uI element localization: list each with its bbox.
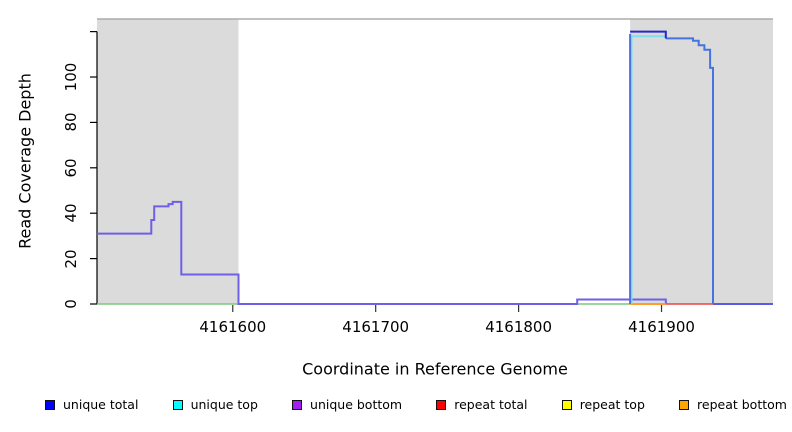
- legend-item: repeat bottom: [679, 397, 787, 412]
- x-tick-label: 4161900: [628, 318, 695, 336]
- legend-label: unique bottom: [310, 397, 403, 412]
- y-tick-label: 100: [62, 62, 80, 92]
- y-tick-label: 40: [62, 203, 80, 223]
- y-tick-label: 20: [62, 249, 80, 269]
- legend-swatch-icon: [679, 399, 690, 410]
- legend-label: unique total: [63, 397, 139, 412]
- block-top-navy: [630, 30, 667, 39]
- shaded-region: [97, 19, 239, 304]
- x-tick-label: 4161800: [485, 318, 552, 336]
- y-tick-label: 60: [62, 158, 80, 178]
- x-axis-title: Coordinate in Reference Genome: [302, 359, 568, 379]
- legend-label: unique top: [190, 397, 258, 412]
- legend-swatch-icon: [561, 399, 572, 410]
- shaded-region: [630, 19, 773, 304]
- legend-item: repeat top: [561, 397, 645, 412]
- legend-label: repeat top: [579, 397, 645, 412]
- legend: unique total unique top unique bottom repea…: [45, 397, 787, 412]
- x-tick-label: 4161600: [199, 318, 267, 336]
- legend-swatch-icon: [45, 399, 55, 410]
- legend-item: unique top: [172, 397, 258, 412]
- legend-item: unique bottom: [292, 397, 402, 412]
- y-axis-title: Read Coverage Depth: [15, 73, 35, 249]
- y-tick-label: 80: [62, 112, 80, 132]
- block-steps-blue: [665, 37, 714, 304]
- legend-label: repeat bottom: [697, 397, 787, 412]
- legend-item: unique total: [45, 397, 138, 412]
- unique-coverage-trace: [97, 200, 667, 305]
- x-tick-label: 4161700: [342, 318, 410, 336]
- legend-item: repeat total: [436, 397, 528, 412]
- legend-swatch-icon: [292, 399, 303, 410]
- legend-swatch-icon: [172, 399, 183, 410]
- legend-swatch-icon: [436, 399, 447, 410]
- y-tick-label: 0: [62, 299, 80, 309]
- legend-label: repeat total: [454, 397, 528, 412]
- block-unique-top-cyan: [630, 35, 666, 304]
